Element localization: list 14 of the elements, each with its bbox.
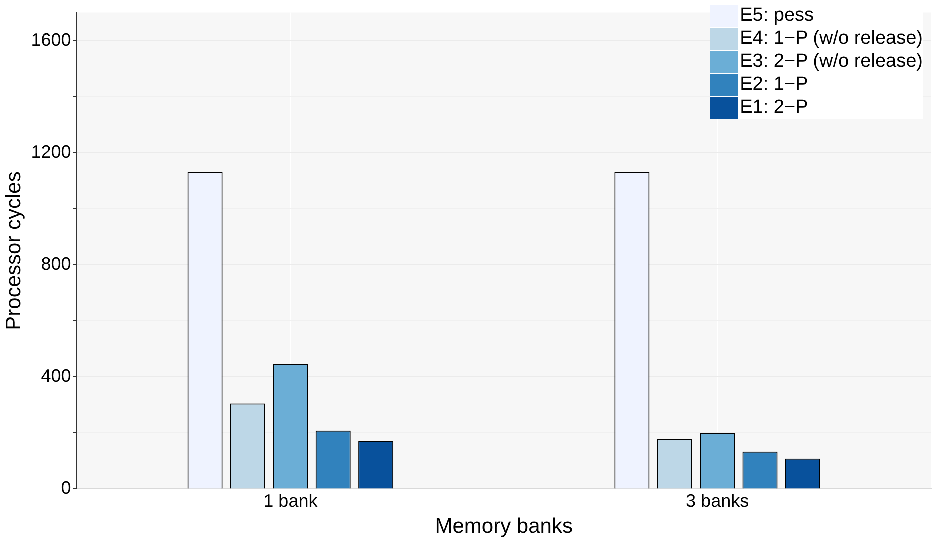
- x-tick-label: 1 bank: [264, 490, 319, 511]
- x-tick-label: 3 banks: [686, 490, 750, 511]
- y-tick-label: 1200: [31, 142, 72, 162]
- legend-label: E4: 1−P (w/o release): [740, 28, 923, 50]
- legend-label: E1: 2−P: [740, 96, 808, 118]
- y-axis-title: Processor cycles: [2, 172, 26, 330]
- legend-label: E3: 2−P (w/o release): [740, 50, 923, 72]
- legend-label: E5: pess: [740, 4, 814, 26]
- y-tick-label: 800: [41, 254, 72, 274]
- y-tick-label: 1600: [31, 30, 72, 50]
- x-axis-title: Memory banks: [435, 515, 573, 538]
- y-tick-label: 400: [41, 366, 72, 386]
- legend-label: E2: 1−P: [740, 74, 808, 96]
- y-tick-label: 0: [61, 478, 72, 498]
